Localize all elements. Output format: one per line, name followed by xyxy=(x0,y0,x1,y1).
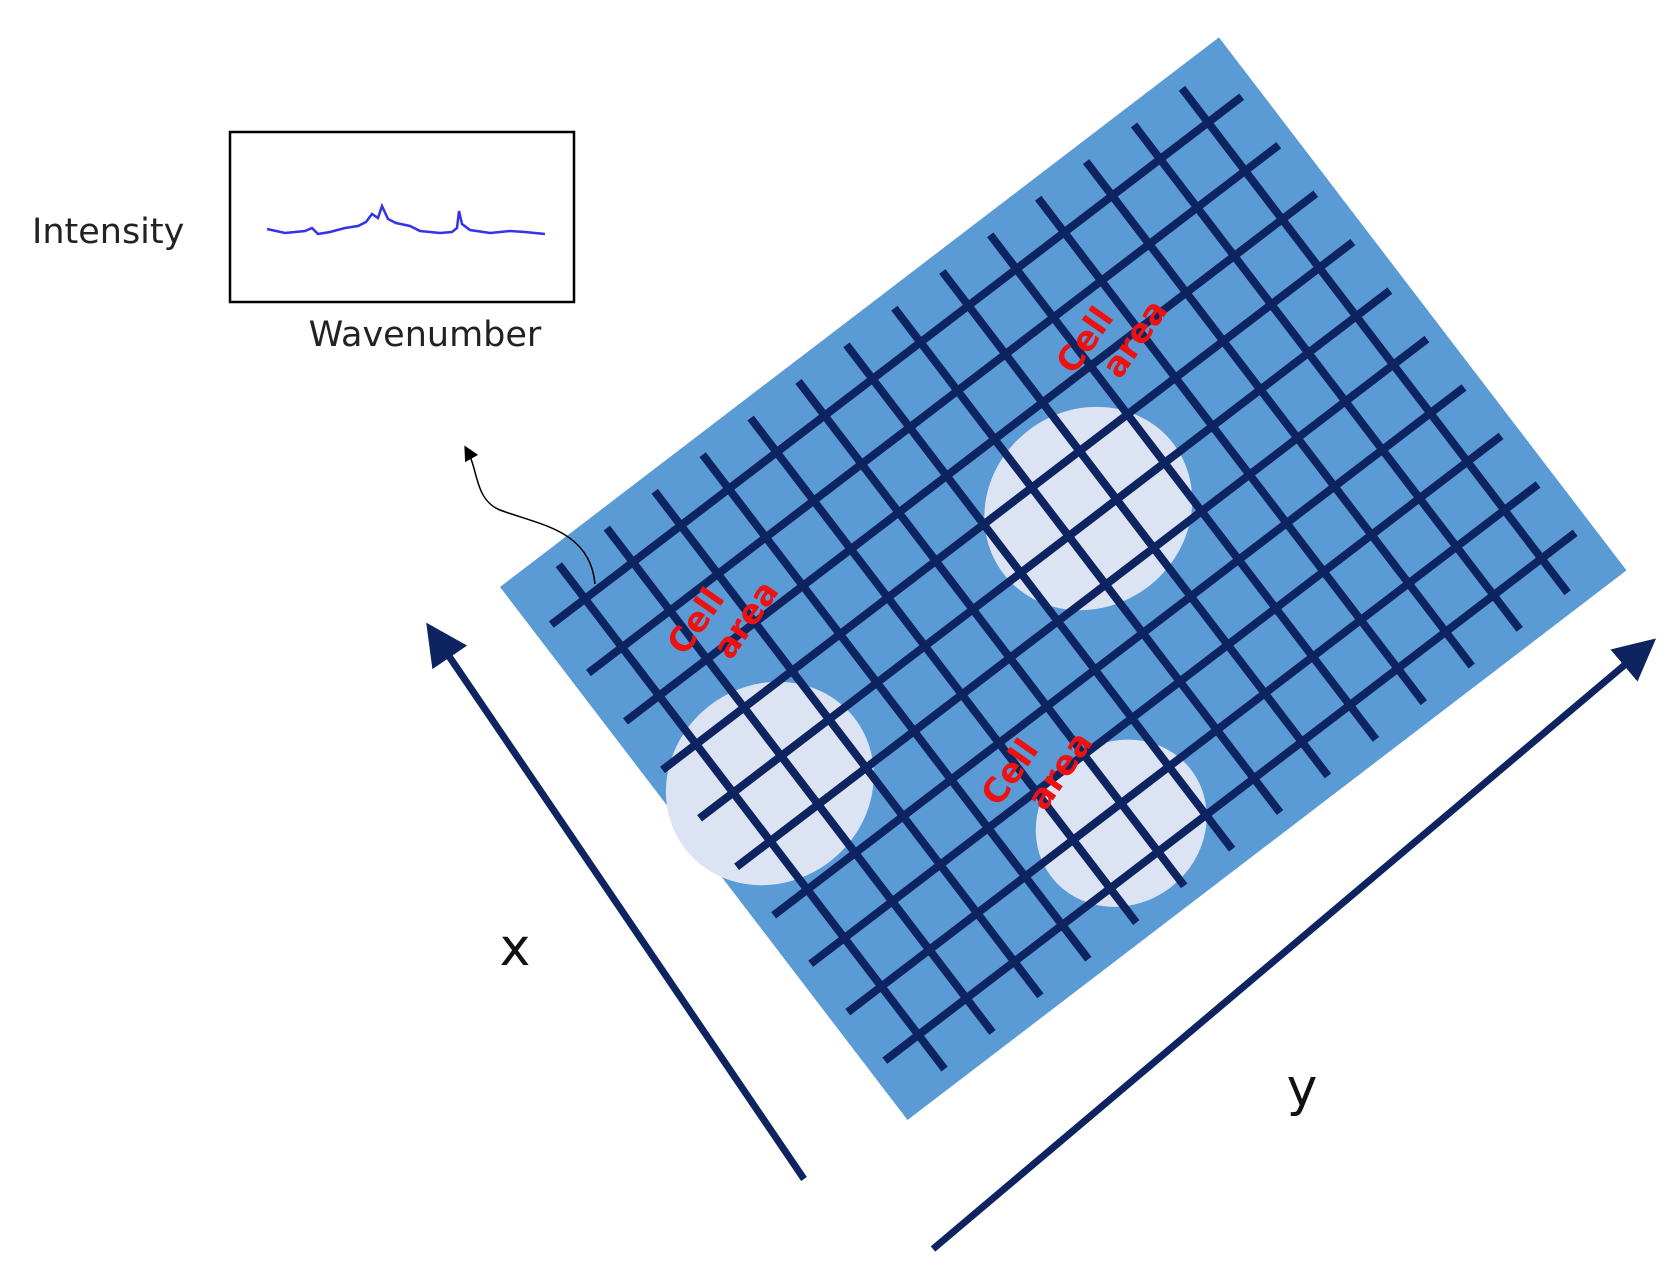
sample-grid xyxy=(500,37,1627,1121)
grid-line xyxy=(660,238,1356,774)
y-label: y xyxy=(1287,1058,1318,1118)
y-axis-label: Intensity xyxy=(32,212,184,252)
grid-line xyxy=(808,432,1504,967)
grid-line xyxy=(623,190,1319,725)
x-axis-label: Wavenumber xyxy=(309,315,542,355)
x-label: x xyxy=(500,918,531,978)
grid-line xyxy=(697,287,1393,822)
y-arrow xyxy=(930,638,1657,1252)
cell-area xyxy=(665,681,874,886)
grid-line xyxy=(845,481,1541,1016)
grid-line xyxy=(734,335,1430,871)
grid-line xyxy=(585,141,1282,677)
spectrum-box xyxy=(228,130,576,304)
x-arrow xyxy=(426,622,807,1181)
grid-line xyxy=(882,529,1578,1064)
grid-line xyxy=(548,93,1245,628)
pointer-arrow xyxy=(464,445,596,585)
grid-line xyxy=(771,384,1467,919)
spectrum-line xyxy=(266,202,546,236)
